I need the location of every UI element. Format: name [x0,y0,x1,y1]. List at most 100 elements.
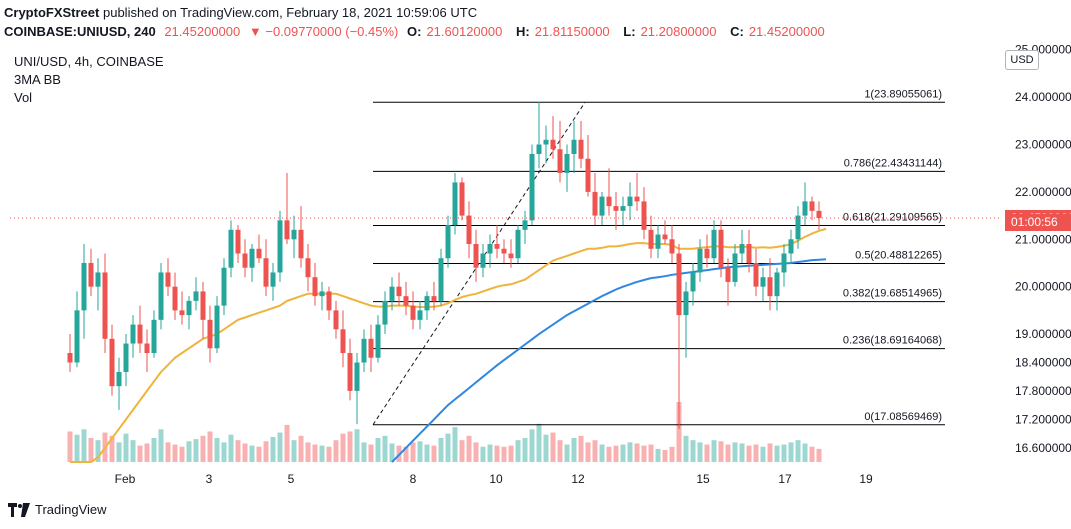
volume-bar [158,429,164,462]
candle-body [333,310,339,330]
candle-body [816,210,822,218]
candle-body [137,324,143,344]
publisher-name[interactable]: CryptoFXStreet [4,5,100,20]
time-tick-label: 19 [859,472,873,486]
candle-body [676,253,682,316]
time-axis: Feb 3 5 8 10 12 15 17 19 [115,472,873,486]
volume-bar [746,445,752,462]
volume-bar [172,444,178,462]
candle-body [396,286,402,297]
volume-bar [193,439,199,462]
price-tick-label: 24.00000000 [1015,90,1071,104]
volume-bar [466,435,472,462]
candle-body [88,262,94,287]
fibonacci-retracement[interactable]: 1(23.89055061) 0.786(22.43431144) 0.618(21… [372,88,945,426]
open-value: 21.60120000 [426,24,503,39]
volume-bar [424,444,430,462]
fib-trend-line [372,102,586,426]
ohlc-header: COINBASE:UNIUSD, 240 21.45200000 ▼ −0.09… [4,24,835,39]
candle-body [795,215,801,240]
volume-bar [599,444,605,462]
candle-body [438,258,444,301]
candle-body [760,277,766,287]
price-tick-label: 22.00000000 [1015,185,1071,199]
candle-body [459,182,465,216]
candle-body [536,144,542,154]
volume-bar [718,441,724,462]
volume-bar [788,442,794,462]
volume-bar [116,442,122,462]
volume-bar [683,435,689,462]
legend-indicator[interactable]: 3MA BB [14,72,61,87]
volume-bar [536,423,542,462]
legend-title[interactable]: UNI/USD, 4h, COINBASE [14,54,164,69]
candle-body [200,291,206,320]
candle-body [529,153,535,221]
candle-body [326,291,332,311]
volume-bar [753,444,759,462]
volume-bar [312,444,318,462]
candle-body [613,206,619,211]
volume-bar [459,440,465,462]
time-tick-label: 5 [288,472,295,486]
price-change: ▼ −0.09770000 (−0.45%) [248,24,399,39]
candle-body [501,248,507,254]
candle-body [249,248,255,268]
candle-body [81,262,87,311]
volume-bar [620,444,626,462]
fib-level-label: 0(17.08569469) [864,411,942,423]
price-tick-label: 20.00000000 [1015,280,1071,294]
volume-bar [816,448,822,462]
candle-body [473,244,479,268]
candle-body [361,338,367,363]
volume-bar [445,433,451,462]
volume-bar [704,444,710,462]
legend-volume[interactable]: Vol [14,90,33,105]
candle-body [312,277,318,297]
candle-body [627,196,633,207]
fib-level-label: 0.786(22.43431144) [844,157,942,169]
fib-level-label: 0.236(18.69164068) [843,335,942,347]
candle-body [403,296,409,306]
fib-level-label: 0.618(21.29109565) [843,211,942,223]
volume-bar [725,444,731,462]
candle-body [515,229,521,259]
volume-bar [305,442,311,462]
candle-body [151,319,157,354]
volume-bar [669,446,675,462]
publish-date: published on TradingView.com, February 1… [102,5,478,20]
volume-bar [578,435,584,462]
price-tick-label: 18.40000000 [1015,355,1071,369]
volume-bar [186,441,192,462]
volume-bar [214,438,220,462]
candle-body [564,153,570,173]
candle-body [578,139,584,159]
candle-body [95,272,101,287]
volume-bar [326,446,332,462]
volume-bar [417,441,423,462]
candle-body [263,258,269,287]
candle-body [557,149,563,173]
currency-button[interactable]: USD [1005,50,1039,70]
candle-body [543,139,549,145]
volume-bar [165,442,171,462]
candle-body [256,248,262,259]
volume-bar [676,402,682,462]
volume-bar [438,438,444,462]
high-label: H: [515,24,530,39]
volume-bar [200,435,206,462]
price-tick-label: 16.60000000 [1015,441,1071,455]
candle-body [284,220,290,240]
volume-bar [592,440,598,462]
volume-bar [410,442,416,462]
volume-bar [662,450,668,462]
volume-bar [774,445,780,462]
tradingview-logo[interactable]: TradingView [8,502,107,517]
candle-body [417,310,423,320]
volume-bar [179,446,185,462]
candle-body [690,272,696,292]
candle-body [158,272,164,320]
volume-bar [256,446,262,462]
time-tick-label: 3 [206,472,213,486]
